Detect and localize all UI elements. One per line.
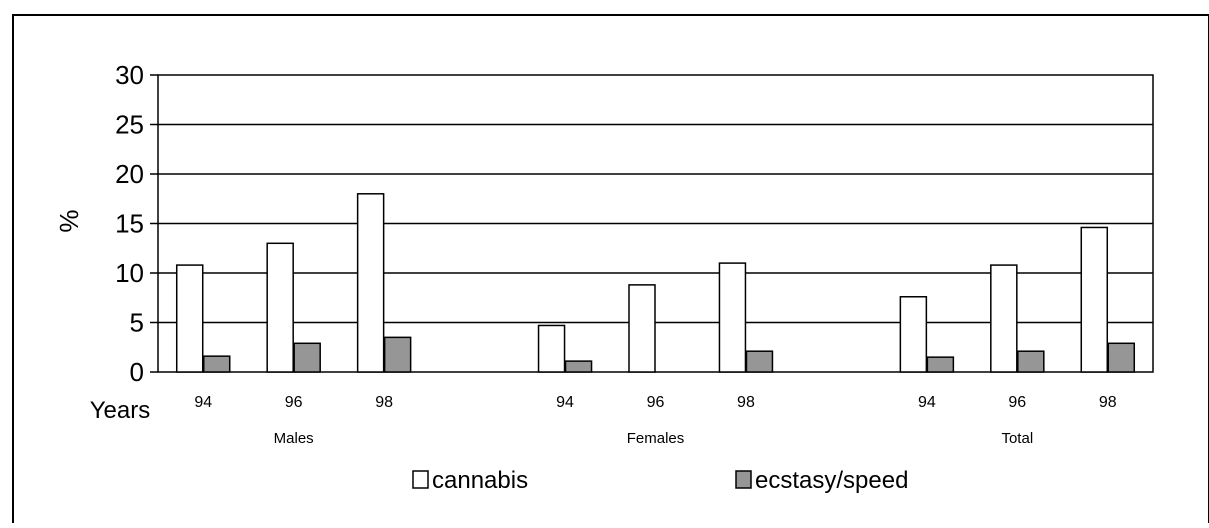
bars-layer (175, 193, 1136, 373)
bar-cannabis (266, 242, 294, 373)
bar-ecstasy-speed (1107, 342, 1136, 373)
y-tick-label: 0 (130, 357, 144, 387)
legend-swatch-ecstasy-speed (735, 470, 752, 489)
x-axis-prefix: Years (90, 397, 151, 424)
group-label: Males (274, 430, 314, 447)
bar-ecstasy-speed (1017, 350, 1045, 373)
x-tick-label: 96 (1008, 394, 1026, 411)
bar-cannabis (1080, 226, 1109, 373)
bar-cannabis (899, 296, 928, 373)
legend-label-cannabis: cannabis (432, 467, 528, 494)
bar-ecstasy-speed (926, 356, 955, 373)
y-tick-label: 10 (115, 258, 144, 288)
x-tick-label: 98 (1099, 394, 1117, 411)
legend-label-ecstasy-speed: ecstasy/speed (755, 467, 908, 494)
xlabel-layer: 94 96 98 Males 94 96 98 Females 94 96 98 Total (194, 394, 1116, 447)
bar-ecstasy-speed (564, 360, 593, 373)
bar-cannabis (537, 324, 566, 373)
y-tick-label: 30 (115, 60, 144, 90)
x-tick-label: 96 (647, 394, 665, 411)
x-tick-label: 96 (285, 394, 303, 411)
y-tick-label: 20 (115, 159, 144, 189)
bar-cannabis (356, 193, 385, 373)
bar-cannabis (175, 264, 204, 373)
legend-swatch-cannabis (412, 470, 429, 489)
y-tick-label: 5 (130, 308, 144, 338)
x-tick-label: 98 (375, 394, 393, 411)
y-tick-label: 25 (115, 110, 144, 140)
bar-cannabis (628, 284, 656, 373)
legend: cannabis ecstasy/speed (412, 467, 908, 494)
bar-ecstasy-speed (293, 342, 321, 373)
x-tick-label: 94 (918, 394, 936, 411)
x-tick-label: 94 (556, 394, 574, 411)
x-tick-label: 98 (737, 394, 755, 411)
bar-cannabis (718, 262, 747, 373)
bar-ecstasy-speed (383, 336, 412, 373)
bar-ecstasy-speed (745, 350, 774, 373)
group-label: Total (1001, 430, 1033, 447)
y-tick-label: 15 (115, 209, 144, 239)
group-label: Females (627, 430, 685, 447)
bar-cannabis (990, 264, 1018, 373)
x-tick-label: 94 (194, 394, 212, 411)
ytick-layer: 0 5 10 15 20 25 30 (115, 60, 144, 387)
y-axis-label: % (54, 209, 84, 232)
bar-ecstasy-speed (202, 355, 231, 373)
